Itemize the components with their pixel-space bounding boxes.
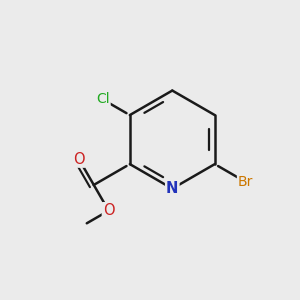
Text: O: O — [73, 152, 85, 167]
Text: N: N — [166, 181, 178, 196]
Text: Br: Br — [238, 175, 253, 189]
Text: O: O — [103, 203, 115, 218]
Text: Cl: Cl — [96, 92, 110, 106]
